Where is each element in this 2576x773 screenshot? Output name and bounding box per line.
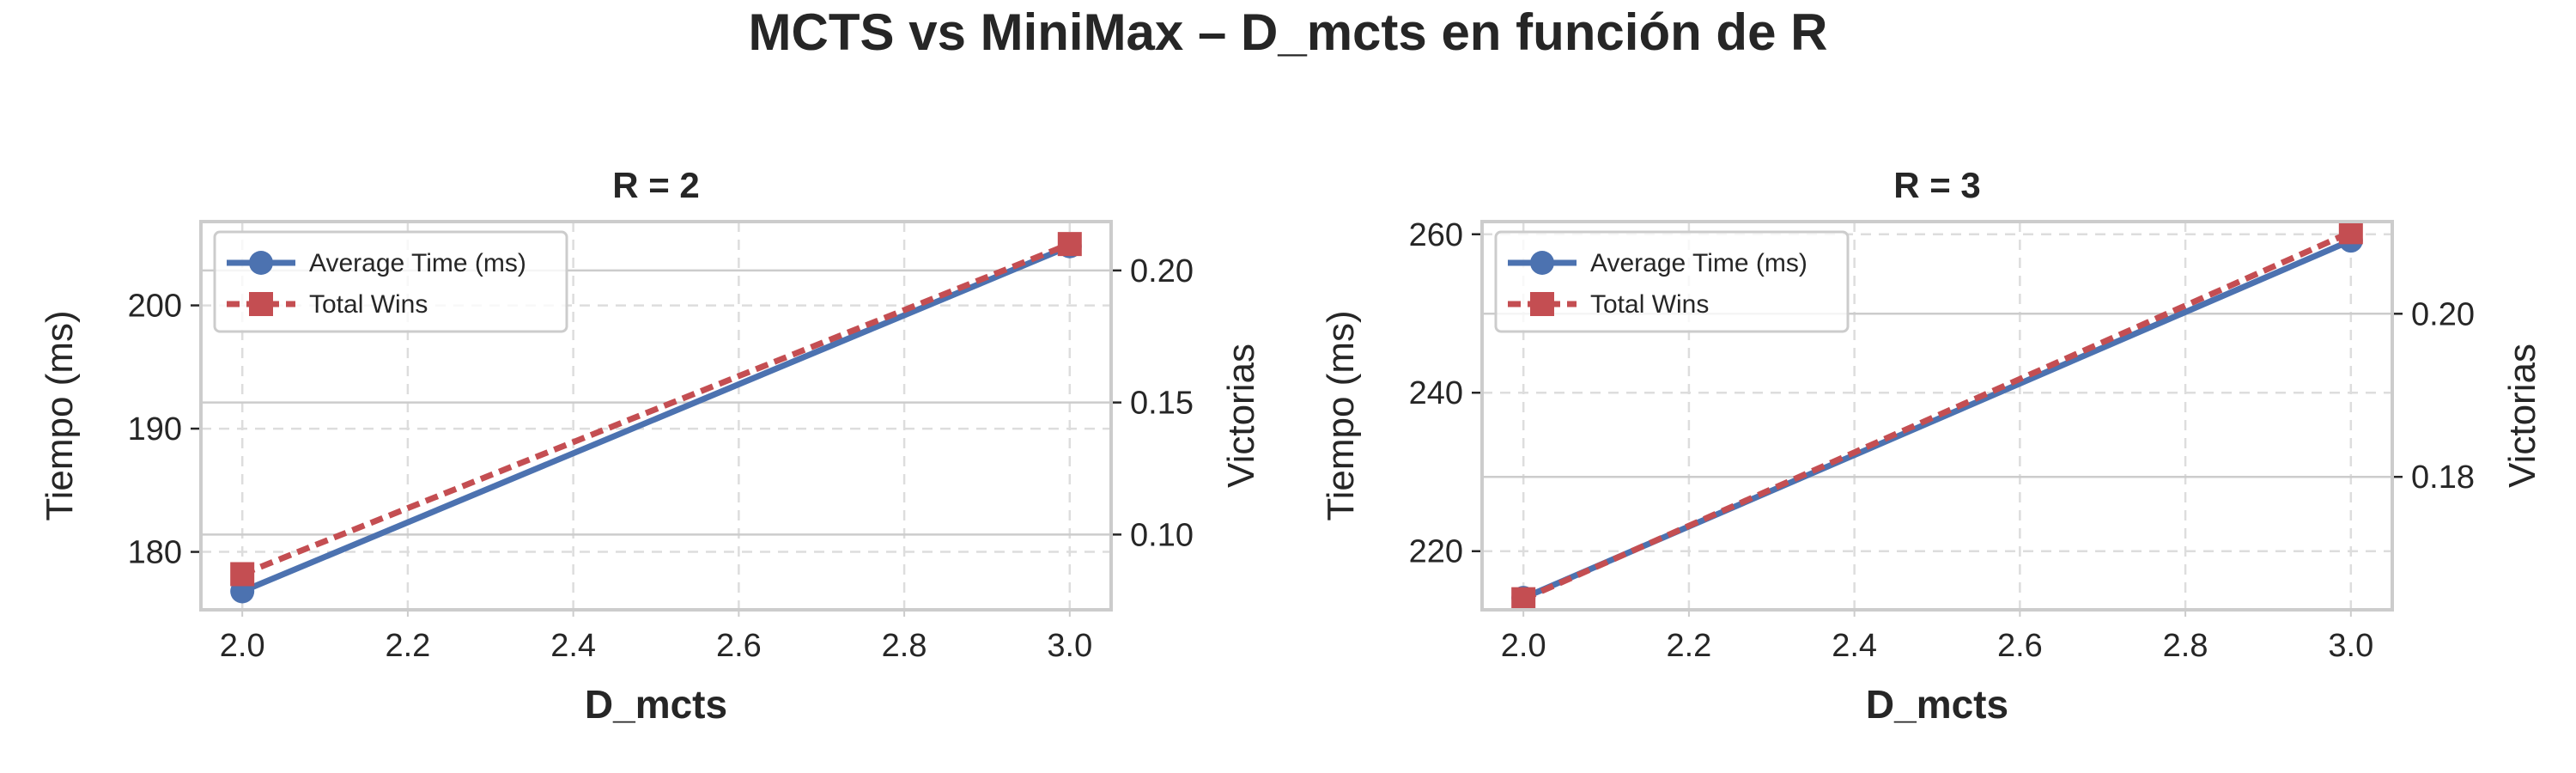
y-tick-label: 190: [128, 411, 182, 447]
y-right-tick-label: 0.20: [2411, 296, 2475, 332]
legend-label: Total Wins: [309, 290, 428, 319]
legend-label: Total Wins: [1590, 290, 1709, 319]
wins-series-point: [230, 562, 255, 587]
plot-frame: [1480, 220, 2394, 612]
y-tick-label: 260: [1409, 217, 1463, 253]
y-axis-label: Tiempo (ms): [39, 310, 81, 520]
wins-series-point: [2338, 220, 2363, 245]
subplot-2: 2.0 2.2 2.4 2.6 2.8 3.0 220 240 260 0.18 0.20 R = 3…: [1320, 165, 2543, 727]
y-tick-label: 220: [1409, 534, 1463, 570]
legend-label: Average Time (ms): [309, 249, 526, 277]
y-tick-label: 200: [128, 289, 182, 325]
x-tick-label: 2.2: [385, 628, 430, 664]
legend-swatch-square: [1530, 292, 1554, 316]
wins-series-line: [1522, 229, 2353, 602]
y-right-axis-label: Victorias: [1220, 344, 1262, 488]
legend-label: Average Time (ms): [1590, 249, 1807, 277]
x-tick-label: 2.8: [2163, 628, 2208, 664]
x-axis-label: D_mcts: [1866, 682, 2008, 727]
wins-series-point: [1511, 587, 1536, 612]
subplot-title: R = 2: [612, 165, 700, 205]
y-tick-label: 240: [1409, 375, 1463, 411]
x-tick-label: 2.4: [1832, 628, 1877, 664]
x-tick-label: 3.0: [2328, 628, 2373, 664]
time-series-line: [240, 243, 1072, 594]
subplot-1: 2.0 2.2 2.4 2.6 2.8 3.0 180 190 200 0.10 0.15 0.20 R…: [39, 165, 1262, 727]
y-right-axis-label: Victorias: [2501, 344, 2543, 488]
wins-series-point: [1057, 232, 1082, 257]
wins-series-line: [240, 240, 1072, 577]
figure-title: MCTS vs MiniMax – D_mcts en función de R: [749, 3, 1828, 61]
y-right-tick-label: 0.20: [1130, 253, 1194, 289]
x-tick-label: 3.0: [1047, 628, 1092, 664]
subplot-title: R = 3: [1893, 165, 1981, 205]
plot-frame: [199, 220, 1113, 612]
x-tick-label: 2.0: [1501, 628, 1546, 664]
y-tick-label: 180: [128, 535, 182, 571]
x-tick-label: 2.0: [220, 628, 265, 664]
legend-box: [213, 230, 568, 333]
x-tick-label: 2.2: [1666, 628, 1711, 664]
legend-swatch-circle: [1530, 251, 1554, 275]
x-tick-label: 2.4: [550, 628, 596, 664]
legend-swatch-square: [249, 292, 273, 316]
y-right-tick-label: 0.15: [1130, 386, 1194, 422]
y-axis-label: Tiempo (ms): [1320, 310, 1362, 520]
y-right-tick-label: 0.10: [1130, 517, 1194, 553]
legend-box: [1494, 230, 1850, 333]
y-right-tick-label: 0.18: [2411, 460, 2475, 496]
x-tick-label: 2.6: [1997, 628, 2043, 664]
legend-swatch-circle: [249, 251, 273, 275]
legend: Average Time (ms) Total Wins: [1494, 230, 1850, 333]
x-tick-label: 2.8: [882, 628, 927, 664]
x-axis-label: D_mcts: [585, 682, 727, 727]
x-tick-label: 2.6: [716, 628, 762, 664]
legend: Average Time (ms) Total Wins: [213, 230, 568, 333]
